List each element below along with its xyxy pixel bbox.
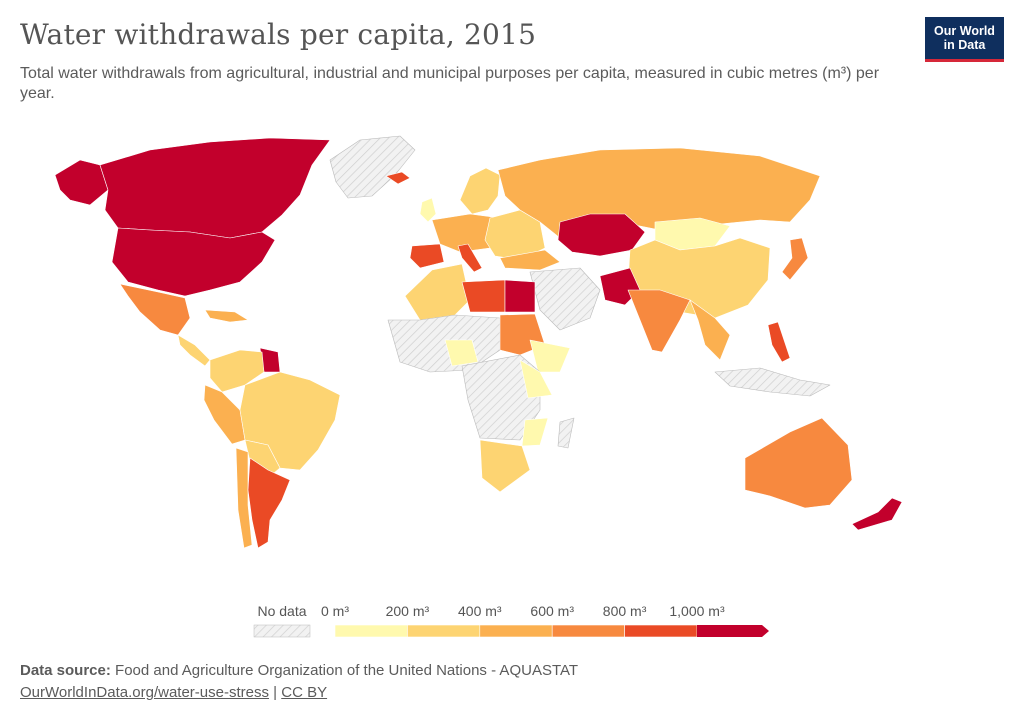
legend-bin-1[interactable] [407, 624, 481, 638]
region-egypt[interactable] [504, 279, 536, 313]
legend-no-data-swatch[interactable] [253, 624, 311, 638]
region-nigeria[interactable] [444, 339, 479, 367]
region-indonesia[interactable] [714, 367, 831, 397]
region-east-africa[interactable] [519, 359, 553, 399]
region-spain[interactable] [409, 243, 445, 269]
region-iceland[interactable] [385, 171, 411, 185]
region-philippines[interactable] [767, 321, 791, 363]
logo-line-1: Our World [934, 24, 995, 38]
world-map [54, 135, 903, 549]
source-text: Food and Agriculture Organization of the… [115, 662, 579, 679]
region-libya[interactable] [461, 279, 506, 313]
region-uk[interactable] [419, 197, 437, 223]
region-mozambique[interactable] [521, 417, 549, 447]
source-link[interactable]: OurWorldInData.org/water-use-stress [20, 684, 269, 701]
region-brazil[interactable] [239, 371, 341, 471]
owid-logo[interactable]: Our World in Data [925, 17, 1004, 62]
footer-source: Data source: Food and Agriculture Organi… [20, 662, 578, 679]
region-australia[interactable] [744, 417, 853, 509]
region-chile[interactable] [235, 447, 253, 549]
region-caribbean[interactable] [204, 309, 249, 323]
source-label: Data source: [20, 662, 111, 679]
region-madagascar[interactable] [557, 417, 575, 449]
legend-tick-label-0: 0 m³ [321, 603, 349, 619]
region-middle-east[interactable] [529, 267, 601, 331]
region-peru[interactable] [203, 384, 246, 445]
chart-title: Water withdrawals per capita, 2015 [20, 18, 537, 51]
legend-tick-label-2: 400 m³ [458, 603, 502, 619]
region-russia[interactable] [497, 147, 821, 239]
logo-line-2: in Data [943, 38, 986, 52]
legend-bin-2[interactable] [479, 624, 553, 638]
region-central-america[interactable] [177, 334, 211, 367]
legend-tick-label-5: 1,000 m³ [669, 603, 725, 619]
region-argentina[interactable] [247, 457, 291, 549]
region-canada[interactable] [99, 137, 331, 239]
footer-separator: | [273, 684, 278, 701]
region-greenland[interactable] [329, 135, 416, 199]
legend-bin-overflow[interactable] [697, 625, 769, 637]
legend-tick-label-4: 800 m³ [603, 603, 647, 619]
region-turkey[interactable] [499, 249, 561, 271]
region-india[interactable] [627, 289, 691, 353]
region-southern-africa[interactable] [479, 439, 531, 493]
legend-no-data-label: No data [257, 603, 306, 619]
region-alaska[interactable] [54, 159, 109, 206]
region-se-asia[interactable] [689, 299, 731, 361]
legend-bin-0[interactable] [334, 624, 408, 638]
legend-bin-3[interactable] [551, 624, 625, 638]
region-japan[interactable] [781, 237, 809, 281]
chart-subtitle: Total water withdrawals from agricultura… [20, 65, 880, 102]
region-horn-of-africa[interactable] [529, 339, 571, 373]
footer-links: OurWorldInData.org/water-use-stress | CC… [20, 684, 327, 701]
region-scandinavia[interactable] [459, 167, 501, 215]
legend-tick-label-3: 600 m³ [530, 603, 574, 619]
region-italy[interactable] [457, 243, 483, 273]
license-link[interactable]: CC BY [281, 684, 328, 701]
region-north-africa-west[interactable] [404, 263, 471, 321]
region-usa[interactable] [111, 227, 276, 297]
legend-bin-4[interactable] [624, 624, 698, 638]
legend-tick-label-1: 200 m³ [386, 603, 430, 619]
region-new-zealand[interactable] [851, 497, 903, 531]
region-colombia-venezuela[interactable] [209, 349, 265, 393]
